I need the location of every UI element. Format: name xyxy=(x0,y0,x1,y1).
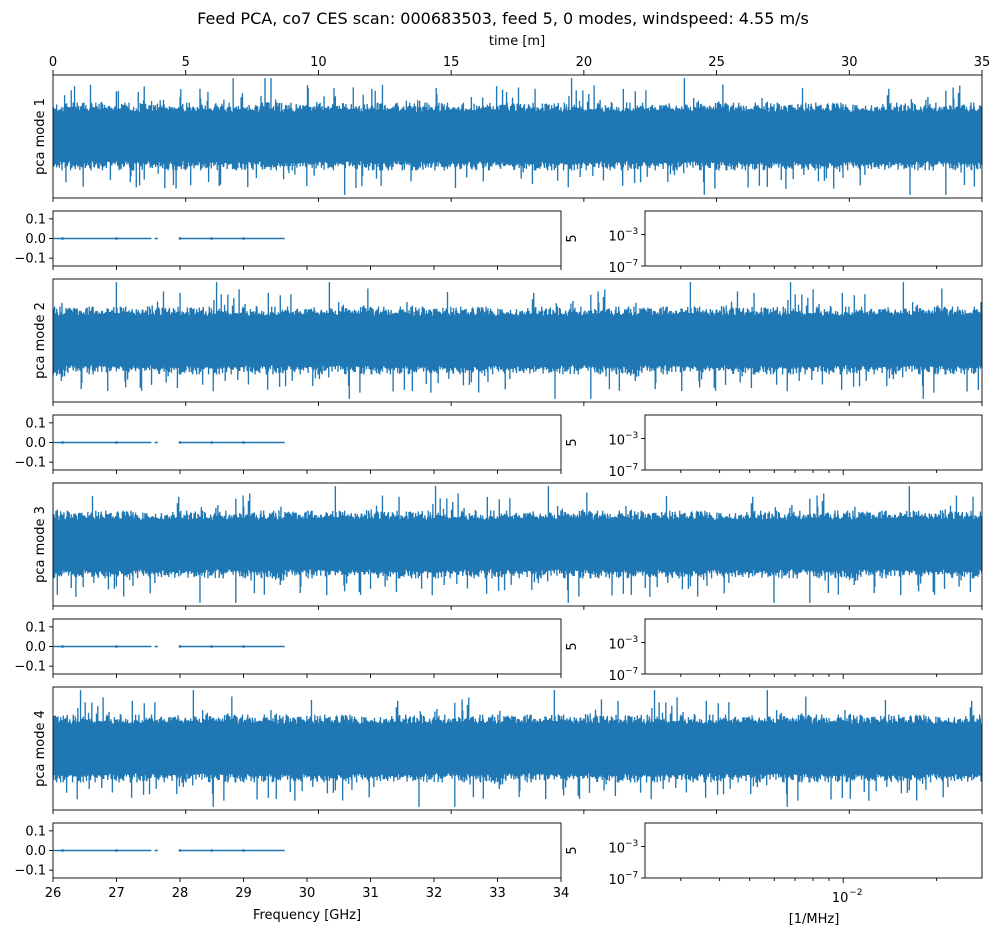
spectrum-ytick-exp: −3 xyxy=(625,227,638,237)
series-core xyxy=(53,524,982,565)
spectrum-frame xyxy=(644,210,983,267)
spectrum-ytick-base: 10 xyxy=(608,638,625,653)
spectrum-xtick-base: 10 xyxy=(832,891,849,906)
series-core xyxy=(53,116,982,157)
spectrum-ytick-base: 10 xyxy=(608,465,625,480)
frequency-right-label: 5 xyxy=(565,642,580,650)
series-core xyxy=(53,320,982,361)
time-tick-label: 15 xyxy=(443,55,460,70)
frequency-ytick-label: 0.0 xyxy=(25,232,46,247)
timestream-frame xyxy=(52,74,983,199)
series-core xyxy=(53,728,982,769)
spectrum-frame xyxy=(644,618,983,675)
time-tick-label: 10 xyxy=(310,55,327,70)
frequency-ytick-label: 0.1 xyxy=(25,620,46,635)
frequency-xtick-label: 32 xyxy=(426,886,443,901)
spectrum-ytick-exp: −3 xyxy=(625,839,638,849)
spectrum-ytick-exp: −7 xyxy=(625,463,638,473)
time-tick-label: 20 xyxy=(576,55,593,70)
frequency-ytick-label: 0.1 xyxy=(25,824,46,839)
frequency-xtick-label: 30 xyxy=(299,886,316,901)
spectrum-ytick-base: 10 xyxy=(608,261,625,276)
figure-title: Feed PCA, co7 CES scan: 000683503, feed … xyxy=(197,9,809,28)
spectrum-ytick-exp: −7 xyxy=(625,667,638,677)
frequency-xtick-label: 34 xyxy=(553,886,570,901)
time-axis-label: time [m] xyxy=(489,34,545,49)
timestream-frame xyxy=(52,482,983,607)
time-tick-label: 35 xyxy=(974,55,991,70)
frequency-xtick-label: 29 xyxy=(235,886,252,901)
frequency-xtick-label: 27 xyxy=(108,886,125,901)
spectrum-axis-label: [1/MHz] xyxy=(789,912,840,927)
frequency-right-label: 5 xyxy=(565,234,580,242)
spectrum-ytick-base: 10 xyxy=(608,842,625,857)
frequency-xtick-label: 33 xyxy=(489,886,506,901)
spectrum-ytick-exp: −7 xyxy=(625,259,638,269)
frequency-axis-label: Frequency [GHz] xyxy=(253,908,361,923)
spectrum-frame xyxy=(644,414,983,471)
pca-mode-label: pca mode 4 xyxy=(33,710,48,787)
spectrum-ytick-exp: −7 xyxy=(625,871,638,881)
frequency-ytick-label: 0.0 xyxy=(25,640,46,655)
spectrum-ytick-exp: −3 xyxy=(625,431,638,441)
time-tick-label: 30 xyxy=(841,55,858,70)
frequency-ytick-label: −0.1 xyxy=(14,252,46,267)
time-tick-label: 5 xyxy=(182,55,190,70)
spectrum-ytick-base: 10 xyxy=(608,873,625,888)
spectrum-xtick-exp: −2 xyxy=(849,888,862,898)
timestream-frame xyxy=(52,278,983,403)
frequency-ytick-label: 0.1 xyxy=(25,416,46,431)
frequency-ytick-label: 0.1 xyxy=(25,212,46,227)
pca-mode-label: pca mode 3 xyxy=(33,506,48,583)
frequency-ytick-label: 0.0 xyxy=(25,436,46,451)
spectrum-ytick-base: 10 xyxy=(608,434,625,449)
spectrum-frame xyxy=(644,822,983,879)
frequency-ytick-label: −0.1 xyxy=(14,660,46,675)
frequency-right-label: 5 xyxy=(565,438,580,446)
frequency-right-label: 5 xyxy=(565,846,580,854)
frequency-xtick-label: 28 xyxy=(172,886,189,901)
spectrum-ytick-base: 10 xyxy=(608,230,625,245)
pca-mode-label: pca mode 2 xyxy=(33,302,48,379)
pca-mode-label: pca mode 1 xyxy=(33,98,48,175)
frequency-xtick-label: 26 xyxy=(45,886,62,901)
time-tick-label: 0 xyxy=(49,55,57,70)
spectrum-ytick-base: 10 xyxy=(608,669,625,684)
frequency-ytick-label: −0.1 xyxy=(14,456,46,471)
frequency-ytick-label: −0.1 xyxy=(14,864,46,879)
time-tick-label: 25 xyxy=(708,55,725,70)
spectrum-ytick-exp: −3 xyxy=(625,635,638,645)
timestream-frame xyxy=(52,686,983,811)
frequency-ytick-label: 0.0 xyxy=(25,844,46,859)
frequency-xtick-label: 31 xyxy=(362,886,379,901)
